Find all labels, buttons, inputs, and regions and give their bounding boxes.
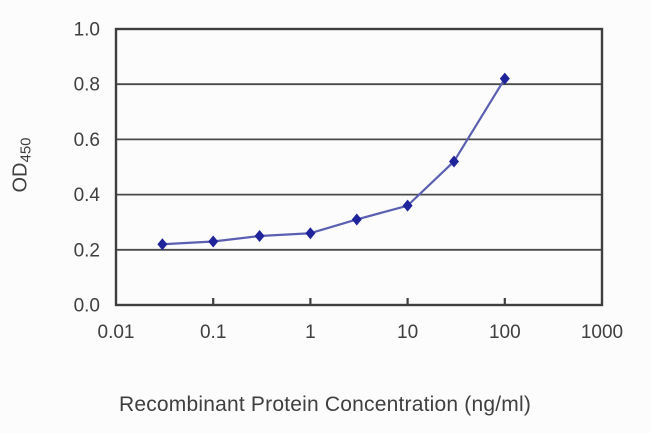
data-point-marker — [448, 155, 459, 168]
y-axis-title-main: OD — [9, 162, 32, 193]
y-tick-label: 1.0 — [74, 20, 100, 41]
data-point-marker — [157, 238, 168, 251]
plot-frame — [114, 27, 604, 307]
y-tick-label: 0.6 — [74, 130, 100, 151]
y-tick-label: 0.2 — [74, 240, 100, 261]
data-point-marker — [305, 227, 316, 240]
y-axis-title: OD450 — [10, 137, 35, 192]
y-tick-label: 0.4 — [74, 185, 101, 206]
series-line — [161, 77, 506, 246]
data-point-marker — [499, 72, 510, 85]
x-axis-title: Recombinant Protein Concentration (ng/ml… — [118, 393, 532, 416]
x-tick-label: 1 — [305, 322, 316, 343]
x-tick-label: 10 — [397, 322, 418, 343]
y-tick-label: 0.0 — [74, 296, 100, 317]
x-tick-label: 0.01 — [98, 322, 135, 343]
data-point-marker — [208, 235, 219, 248]
data-point-marker — [351, 213, 362, 226]
x-tick-label: 1000 — [581, 322, 623, 343]
y-tick-label: 0.8 — [74, 75, 100, 96]
data-point-marker — [402, 199, 413, 212]
x-tick-label: 100 — [489, 322, 521, 343]
x-tick-label: 0.1 — [200, 322, 226, 343]
data-point-marker — [254, 230, 265, 242]
y-axis-title-sub: 450 — [17, 137, 35, 163]
